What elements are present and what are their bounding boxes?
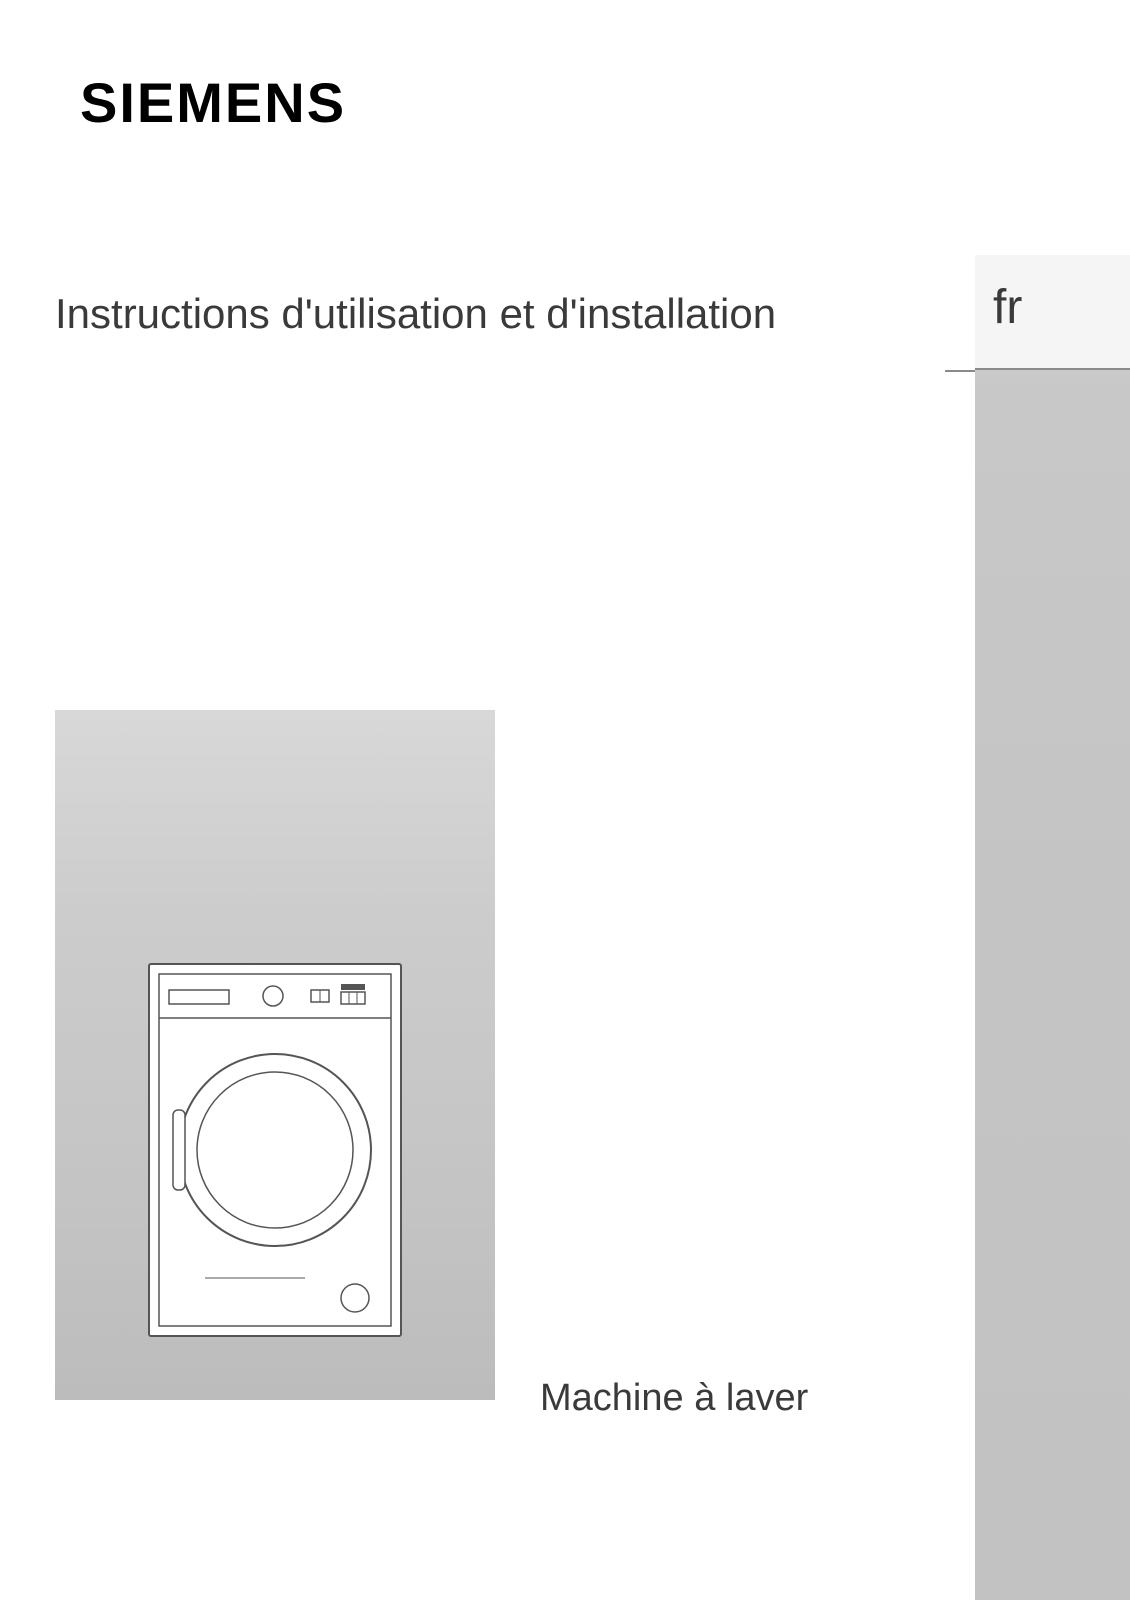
brand-logo: SIEMENS	[80, 70, 346, 135]
language-tag-box: fr	[975, 255, 1130, 370]
door-handle	[173, 1110, 185, 1190]
language-code: fr	[993, 280, 1022, 335]
manual-cover-page: SIEMENS Instructions d'utilisation et d'…	[0, 0, 1130, 1600]
machine-body	[149, 964, 401, 1336]
language-sidebar: fr	[975, 255, 1130, 1600]
washing-machine-illustration	[145, 960, 405, 1340]
product-caption: Machine à laver	[540, 1377, 808, 1420]
document-title: Instructions d'utilisation et d'installa…	[55, 290, 776, 338]
control-button-2-indicator	[341, 984, 365, 990]
product-illustration-panel	[55, 710, 495, 1400]
sidebar-divider-line	[945, 370, 975, 372]
